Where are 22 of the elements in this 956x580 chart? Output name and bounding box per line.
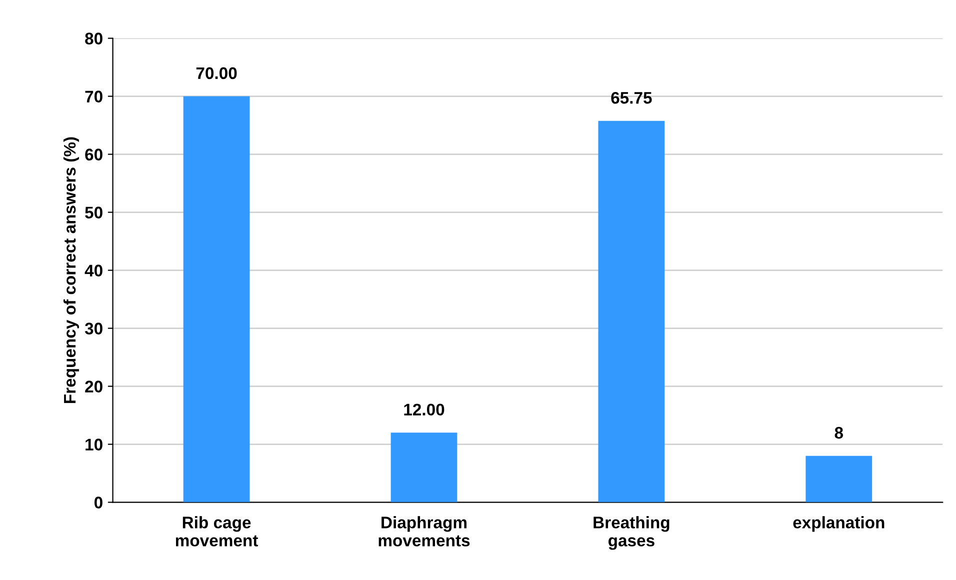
data-label: 70.00 bbox=[196, 67, 237, 80]
y-tick-label: 0 bbox=[94, 496, 102, 508]
y-tick-label: 50 bbox=[85, 206, 102, 218]
bar bbox=[183, 96, 250, 502]
y-tick-label: 70 bbox=[85, 90, 102, 102]
bar bbox=[806, 456, 872, 502]
y-tick-label: 80 bbox=[85, 32, 102, 44]
data-label: 65.75 bbox=[611, 92, 652, 104]
bar bbox=[390, 432, 458, 502]
data-label: 12.00 bbox=[404, 404, 444, 416]
y-axis-title: Frequency of correct answers (%) bbox=[63, 137, 79, 403]
y-tick-label: 60 bbox=[85, 148, 102, 160]
x-tick-label: Diaphragm movements bbox=[378, 516, 470, 546]
data-label: 8 bbox=[834, 426, 844, 439]
y-tick-label: 20 bbox=[85, 380, 102, 392]
bar bbox=[598, 120, 665, 502]
y-tick-label: 30 bbox=[84, 322, 102, 335]
y-tick-label: 10 bbox=[86, 438, 102, 450]
x-tick-label: Breathing gases bbox=[594, 516, 670, 550]
y-tick-label: 40 bbox=[84, 264, 102, 276]
x-tick-label: Rib cage movement bbox=[176, 516, 258, 546]
x-tick-label: explanation bbox=[793, 516, 884, 532]
